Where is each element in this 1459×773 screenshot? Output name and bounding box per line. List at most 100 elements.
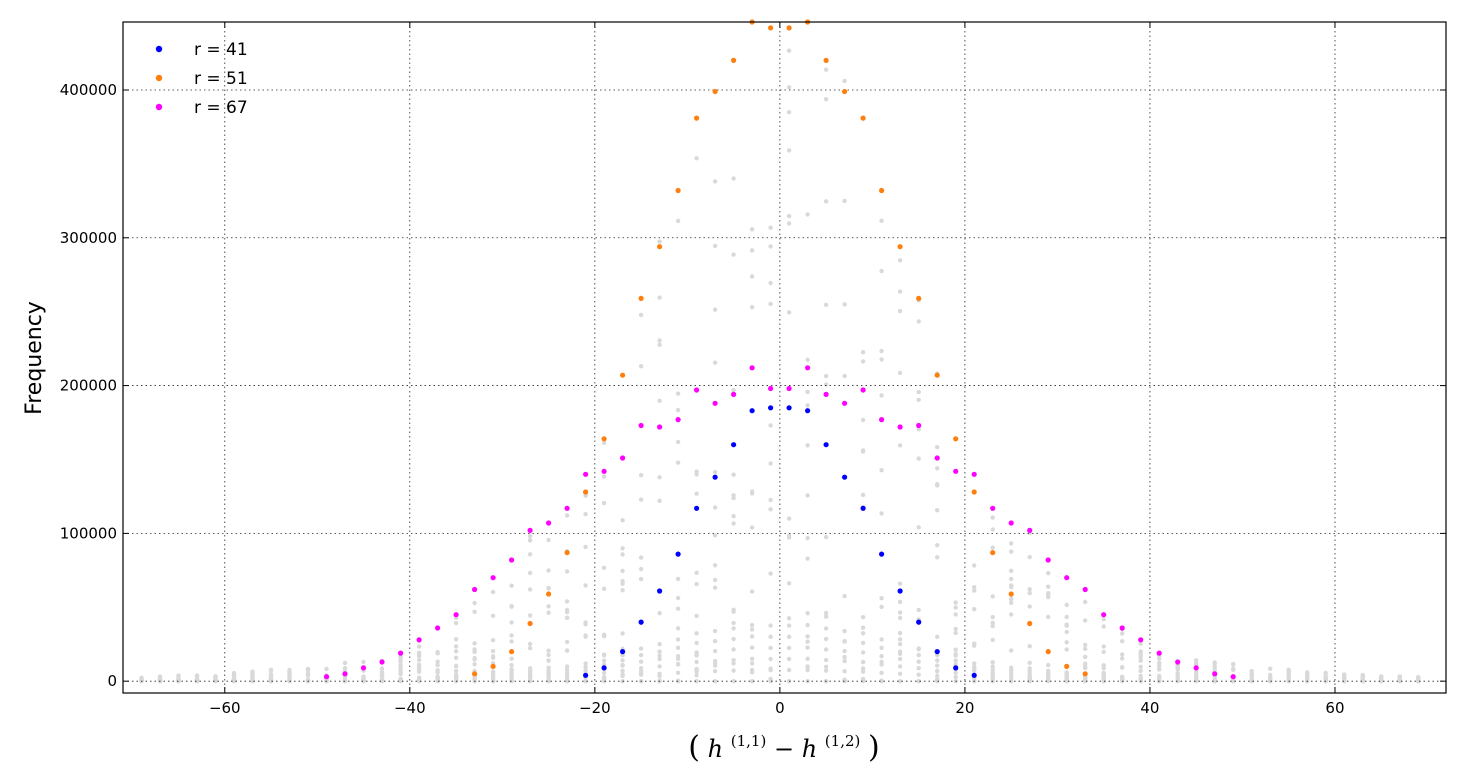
background-point [601, 586, 607, 591]
background-point [453, 644, 459, 649]
series-1-point [805, 408, 811, 414]
background-point [157, 674, 163, 679]
legend-marker [155, 103, 163, 111]
background-point [712, 663, 718, 668]
background-point [879, 604, 884, 610]
background-point [1046, 614, 1051, 620]
x-tick-label: 60 [1325, 699, 1344, 717]
background-point [879, 637, 884, 642]
series-3-point [323, 674, 330, 680]
background-point [694, 679, 699, 684]
background-point [509, 633, 514, 638]
background-point [509, 583, 514, 588]
legend-marker [155, 45, 163, 53]
background-point [1138, 668, 1143, 674]
background-point [731, 636, 736, 642]
background-point [805, 535, 810, 541]
background-point [490, 648, 496, 654]
x-axis-label: ( h (1,1) − h (1,2) ) [688, 724, 879, 765]
background-point [657, 342, 662, 347]
background-point [583, 679, 588, 684]
plot-frame [122, 21, 1447, 694]
background-point [657, 656, 662, 662]
background-point [823, 626, 829, 631]
background-point [916, 525, 921, 530]
background-point [675, 439, 681, 445]
background-point [712, 563, 718, 568]
background-point [897, 679, 903, 684]
background-point [786, 516, 792, 521]
background-point [897, 258, 903, 263]
background-point [620, 552, 625, 557]
background-point [675, 595, 681, 601]
background-point [287, 678, 292, 683]
background-point [583, 634, 588, 639]
background-point [768, 497, 773, 503]
series-1-point [731, 442, 737, 448]
background-point [1138, 653, 1143, 658]
series-3-point [601, 468, 607, 474]
series-3-point [583, 471, 589, 477]
background-point [638, 659, 644, 664]
background-point [712, 577, 718, 583]
background-point [657, 475, 662, 480]
background-point [1323, 678, 1328, 683]
series-2-point [601, 436, 607, 442]
series-2-point [472, 671, 478, 677]
background-point [786, 623, 792, 628]
background-point [916, 319, 921, 324]
background-point [1194, 678, 1199, 683]
background-point [342, 675, 348, 680]
background-point [490, 613, 496, 618]
background-point [768, 507, 773, 512]
background-point [749, 589, 755, 594]
background-point [490, 655, 496, 660]
series-3-point [990, 505, 996, 511]
background-point [823, 668, 829, 673]
background-point [1323, 670, 1328, 676]
background-point [786, 148, 792, 153]
background-point [546, 658, 551, 663]
background-point [823, 302, 829, 307]
background-point [1083, 661, 1088, 666]
background-point [860, 631, 866, 636]
background-point [694, 668, 699, 673]
background-point [749, 227, 755, 232]
background-point [564, 599, 570, 604]
background-point [620, 662, 625, 668]
background-point [379, 671, 385, 676]
background-point [1064, 670, 1069, 676]
background-point [953, 630, 958, 636]
background-point [564, 607, 570, 613]
background-point [897, 671, 903, 676]
background-point [675, 460, 681, 465]
background-point [1064, 679, 1069, 684]
background-point [1249, 677, 1254, 682]
background-point [694, 491, 699, 496]
series-3-point [731, 391, 737, 397]
background-point [1268, 678, 1273, 683]
background-point [1120, 639, 1125, 644]
background-point [731, 679, 736, 684]
background-point [897, 642, 903, 647]
background-point [916, 607, 921, 613]
background-point [768, 656, 773, 662]
background-point [1064, 629, 1069, 635]
background-point [1175, 673, 1180, 678]
background-point [435, 674, 440, 680]
background-point [990, 637, 995, 643]
series-2-point [657, 244, 663, 250]
background-point [509, 662, 514, 668]
series-3-point [490, 575, 496, 581]
background-point [527, 646, 533, 651]
background-point [842, 658, 847, 664]
background-point [786, 310, 792, 315]
series-2-point [1045, 649, 1051, 655]
series-1-point [860, 505, 866, 511]
background-point [1027, 590, 1032, 596]
background-point [509, 603, 514, 609]
series-3-point [1212, 671, 1218, 677]
background-point [1101, 624, 1106, 629]
series-2-point [1064, 663, 1070, 670]
background-point [509, 674, 514, 679]
